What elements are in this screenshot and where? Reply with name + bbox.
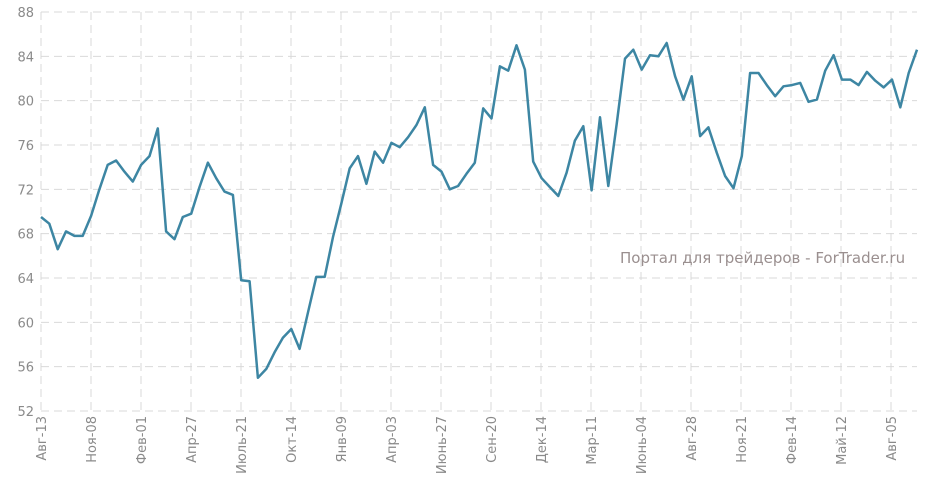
series-layer (40, 41, 919, 380)
y-tick-label: 64 (17, 272, 34, 287)
y-tick-label: 60 (17, 316, 34, 331)
y-tick-label: 76 (17, 139, 34, 154)
x-tick-label: Июль-21 (235, 416, 250, 474)
series-line-value (40, 41, 919, 380)
x-tick-label: Ноя-21 (735, 416, 750, 463)
y-axis-ticks: 52 56 60 64 68 72 76 80 84 88 (17, 6, 34, 420)
y-tick-label: 52 (17, 405, 34, 420)
x-tick-label: Мар-11 (585, 416, 600, 465)
grid-lines (40, 11, 917, 412)
watermark-text: Портал для трейдеров - ForTrader.ru (620, 249, 905, 267)
y-tick-label: 56 (17, 361, 34, 376)
x-tick-label: Май-12 (835, 416, 850, 465)
y-tick-label: 68 (17, 228, 34, 243)
x-tick-label: Янв-09 (335, 416, 350, 462)
x-tick-label: Июнь-04 (635, 416, 650, 474)
x-tick-label: Сен-20 (485, 416, 500, 463)
x-tick-label: Окт-14 (285, 416, 300, 463)
x-tick-label: Авг-13 (35, 416, 50, 461)
y-tick-label: 72 (17, 183, 34, 198)
x-tick-label: Апр-03 (385, 416, 400, 463)
x-tick-label: Фев-01 (135, 416, 150, 464)
y-tick-label: 84 (17, 50, 34, 65)
x-axis-ticks: Авг-13 Ноя-08 Фев-01 Апр-27 Июль-21 Окт-14 Янв… (35, 416, 900, 474)
x-tick-label: Ноя-08 (85, 416, 100, 463)
x-tick-label: Апр-27 (185, 416, 200, 463)
y-tick-label: 80 (17, 95, 34, 110)
y-tick-label: 88 (17, 6, 34, 21)
x-tick-label: Авг-05 (885, 416, 900, 461)
x-tick-label: Фев-14 (785, 416, 800, 464)
x-tick-label: Дек-14 (535, 416, 550, 463)
x-tick-label: Июнь-27 (435, 416, 450, 474)
x-tick-label: Авг-28 (685, 416, 700, 461)
